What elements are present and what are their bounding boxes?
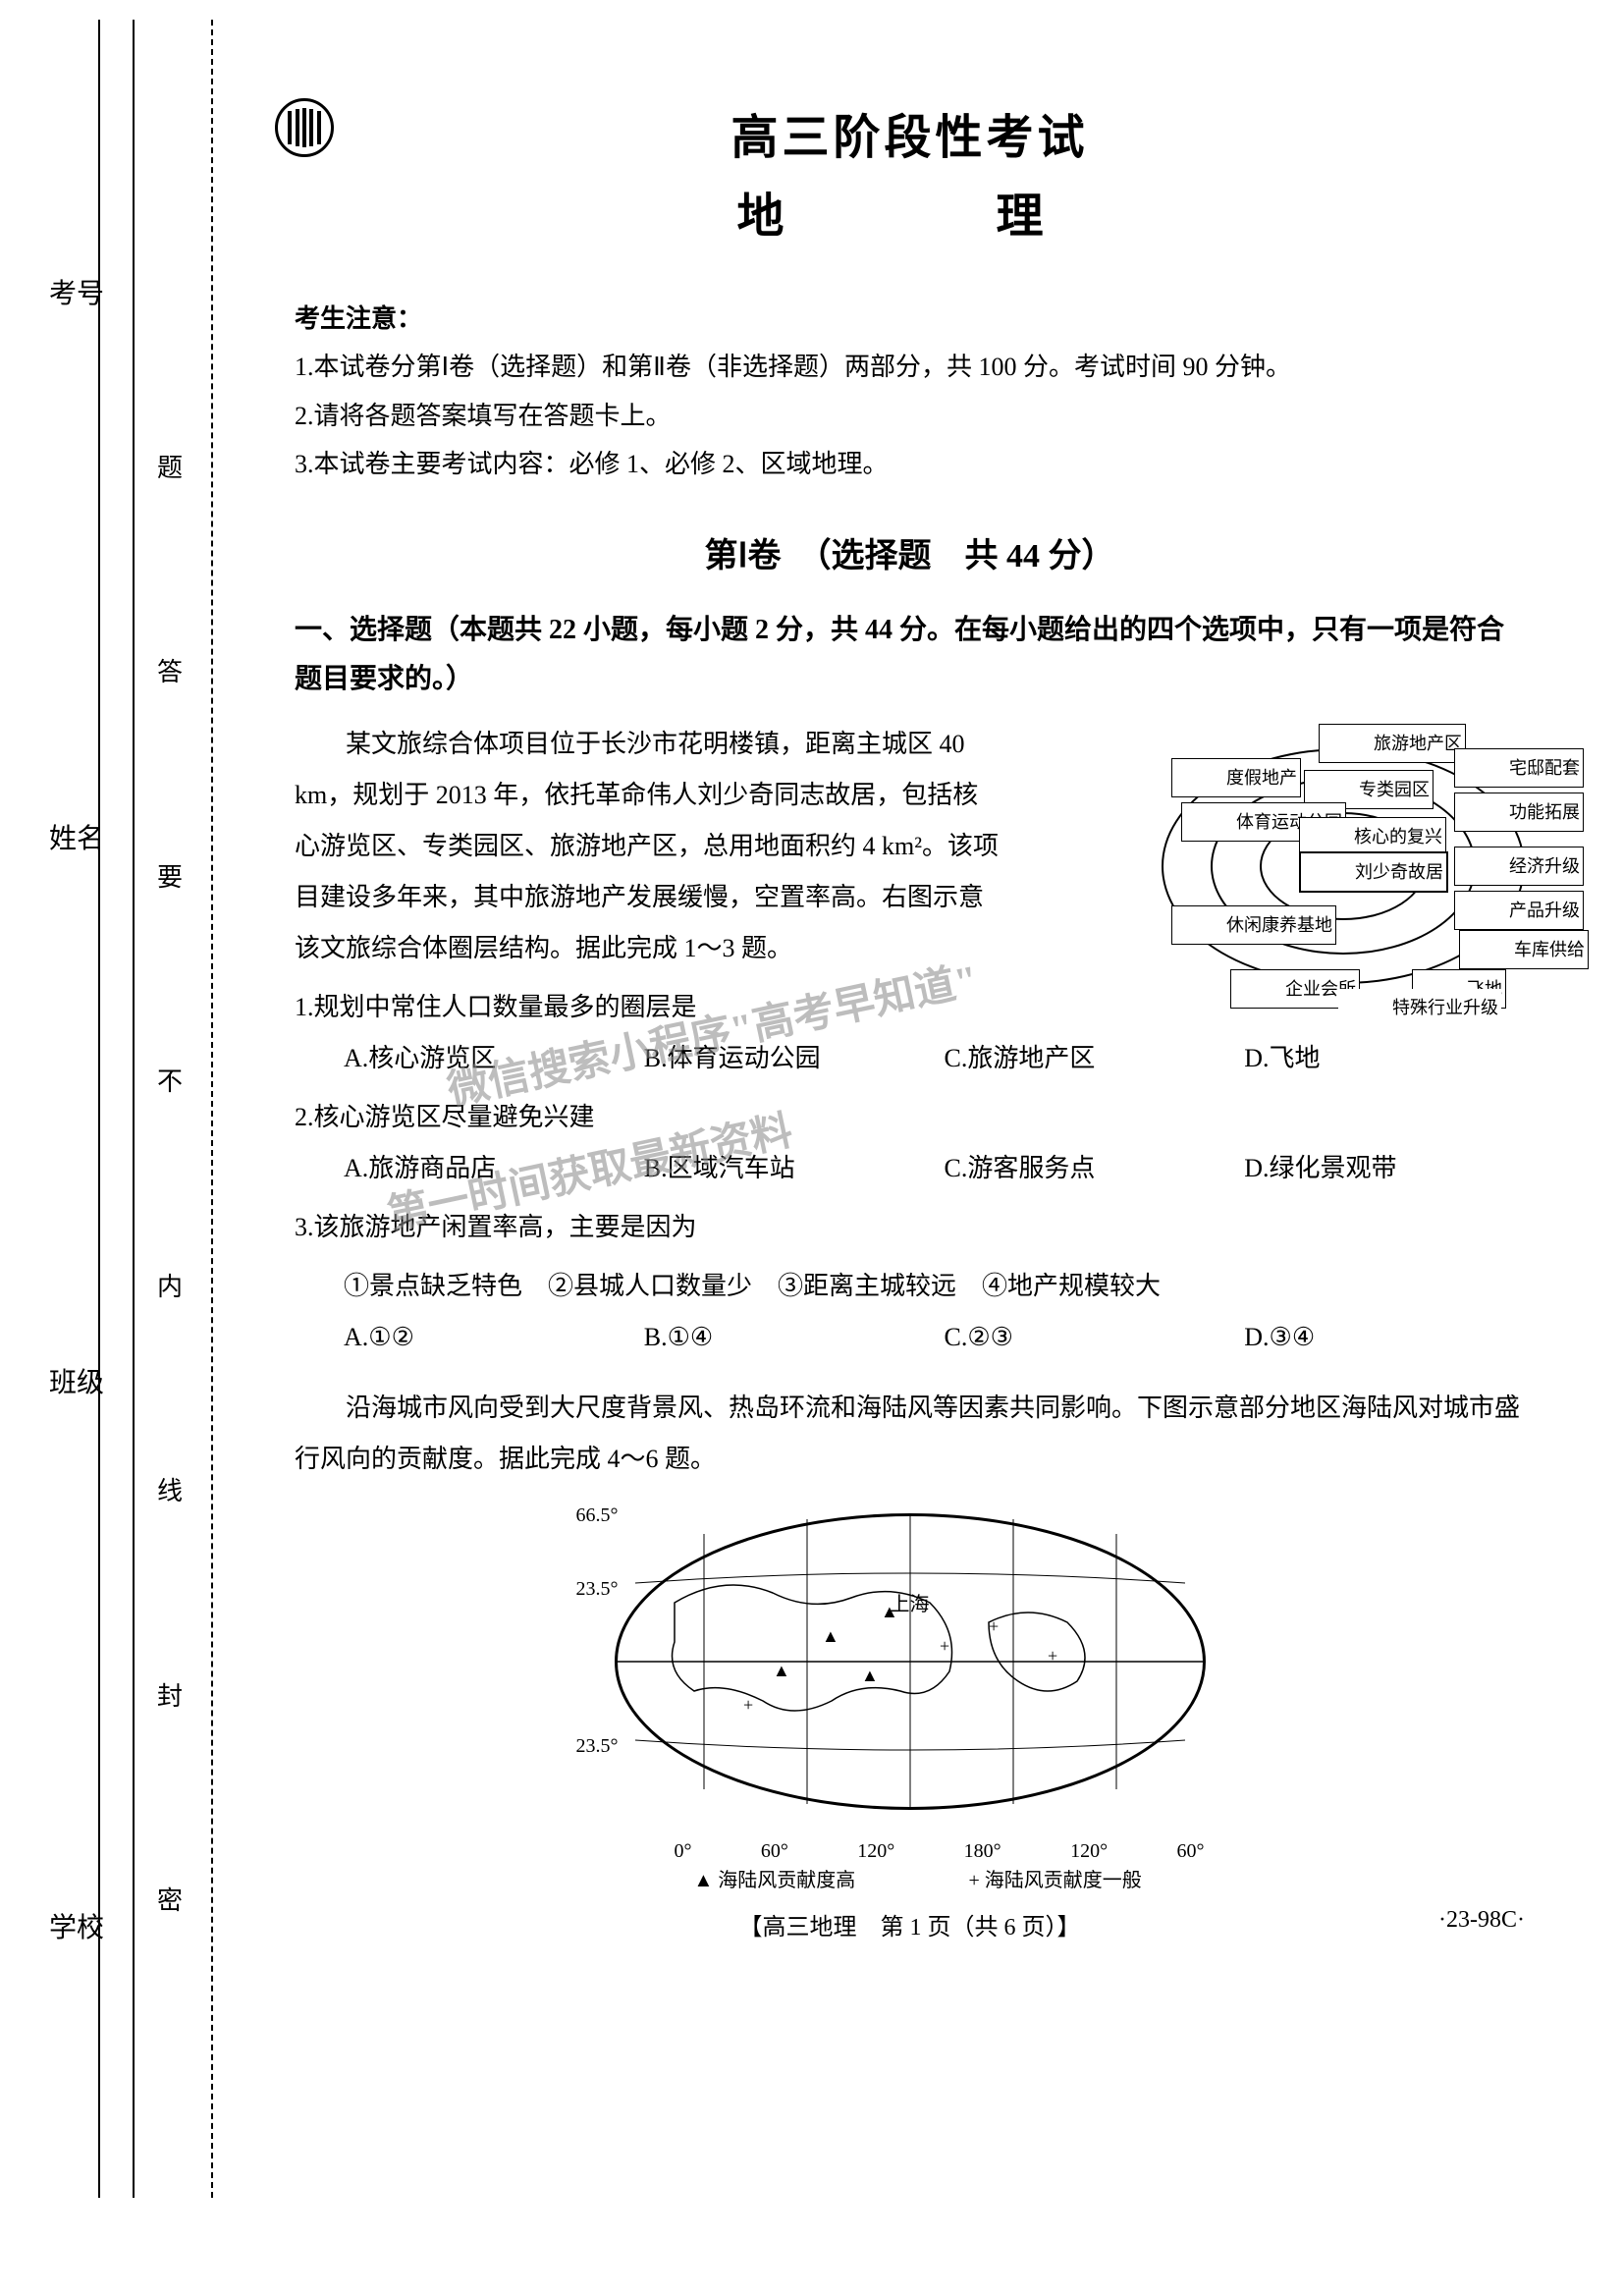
map-city-shanghai: 上海 [891, 1588, 930, 1616]
map-lat-23n: 23.5° [576, 1578, 619, 1601]
diagram-label-1: 旅游地产区 [1319, 724, 1466, 763]
q1-opt-d: D.飞地 [1244, 1033, 1525, 1084]
map-lon-5: 60° [1176, 1840, 1204, 1863]
q1-opt-a: A.核心游览区 [344, 1033, 624, 1084]
seal-char-2: 封 [157, 1652, 183, 1737]
diagram-label-7: 核心的复兴 [1299, 817, 1446, 856]
map-lon-labels: 0° 60° 120° 180° 120° 60° [675, 1840, 1205, 1863]
diagram-label-11: 产品升级 [1454, 891, 1584, 930]
svg-text:+: + [989, 1616, 999, 1636]
map-lat-66: 66.5° [576, 1504, 619, 1527]
q3-opt-d: D.③④ [1244, 1312, 1525, 1363]
svg-text:+: + [743, 1695, 753, 1715]
subject-title: 地 理 [295, 177, 1525, 246]
map-legend-high: ▲ 海陆风贡献度高 [694, 1864, 856, 1892]
passage-1-text: 某文旅综合体项目位于长沙市花明楼镇，距离主城区 40 km，规划于 2013 年… [295, 719, 1001, 974]
diagram-label-9: 经济升级 [1454, 847, 1584, 886]
diagram-label-2: 度假地产 [1171, 758, 1301, 797]
world-map-figure: ▲ ▲ ▲ ▲ + + + + 66.5° 23.5° 23.5° 上海 0° … [576, 1504, 1244, 1868]
notice-item-2: 2.请将各题答案填写在答题卡上。 [295, 392, 1525, 440]
q2-opt-c: C.游客服务点 [945, 1143, 1225, 1194]
seal-line-labels: 密 封 线 内 不 要 答 题 [157, 363, 183, 2001]
field-name: 姓名 [49, 797, 104, 876]
notice-item-3: 3.本试卷主要考试内容：必修 1、必修 2、区域地理。 [295, 440, 1525, 488]
notice-item-1: 1.本试卷分第Ⅰ卷（选择题）和第Ⅱ卷（非选择题）两部分，共 100 分。考试时间… [295, 343, 1525, 391]
svg-text:▲: ▲ [822, 1626, 839, 1646]
q2-opt-b: B.区域汽车站 [644, 1143, 925, 1194]
passage-1: 某文旅综合体项目位于长沙市花明楼镇，距离主城区 40 km，规划于 2013 年… [295, 719, 1525, 974]
publisher-logo [275, 98, 334, 157]
diagram-label-8: 刘少奇故居 [1299, 851, 1448, 893]
svg-text:+: + [940, 1636, 949, 1656]
seal-char-3: 线 [157, 1447, 183, 1532]
q2-opt-a: A.旅游商品店 [344, 1143, 624, 1194]
svg-text:▲: ▲ [773, 1661, 790, 1680]
q1-stem: 1.规划中常住人口数量最多的圈层是 [295, 982, 1525, 1033]
q3-sub: ①景点缺乏特色 ②县城人口数量少 ③距离主城较远 ④地产规模较大 [295, 1261, 1525, 1312]
seal-char-7: 答 [157, 628, 183, 713]
map-lon-2: 120° [857, 1840, 894, 1863]
map-svg: ▲ ▲ ▲ ▲ + + + + [576, 1504, 1244, 1868]
field-class: 班级 [49, 1341, 104, 1420]
binding-line-2 [133, 20, 135, 2198]
q3-opt-c: C.②③ [945, 1312, 1225, 1363]
q3-opt-a: A.①② [344, 1312, 624, 1363]
field-number: 考号 [49, 252, 104, 331]
notice-block: 考生注意： 1.本试卷分第Ⅰ卷（选择题）和第Ⅱ卷（非选择题）两部分，共 100 … [295, 295, 1525, 489]
map-legend-low: + 海陆风贡献度一般 [969, 1864, 1142, 1892]
seal-char-6: 要 [157, 833, 183, 918]
diagram-label-10: 休闲康养基地 [1171, 905, 1336, 945]
diagram-label-6: 功能拓展 [1454, 793, 1584, 832]
footer-pagination: 【高三地理 第 1 页（共 6 页）】 [739, 1915, 1081, 1941]
field-school: 学校 [49, 1886, 104, 1965]
page-footer: 【高三地理 第 1 页（共 6 页）】 ·23-98C· [295, 1907, 1525, 1941]
student-info-labels: 学校 班级 姓名 考号 [49, 20, 104, 2198]
map-lon-3: 180° [964, 1840, 1001, 1863]
svg-text:+: + [1048, 1646, 1057, 1666]
svg-text:▲: ▲ [861, 1666, 879, 1685]
map-lon-1: 60° [761, 1840, 788, 1863]
exam-title: 高三阶段性考试 [295, 98, 1525, 167]
map-lat-23s: 23.5° [576, 1735, 619, 1758]
title-block: 高三阶段性考试 地 理 [295, 98, 1525, 246]
map-lon-4: 120° [1070, 1840, 1108, 1863]
seal-char-8: 题 [157, 423, 183, 509]
q1-opt-c: C.旅游地产区 [945, 1033, 1225, 1084]
map-lon-0: 0° [675, 1840, 692, 1863]
q2-opt-d: D.绿化景观带 [1244, 1143, 1525, 1194]
notice-heading: 考生注意： [295, 295, 1525, 343]
passage-2-text: 沿海城市风向受到大尺度背景风、热岛环流和海陆风等因素共同影响。下图示意部分地区海… [295, 1383, 1525, 1485]
diagram-label-3: 宅邸配套 [1454, 748, 1584, 788]
seal-char-4: 内 [157, 1242, 183, 1328]
q1-opt-b: B.体育运动公园 [644, 1033, 925, 1084]
diagram-label-12: 车库供给 [1459, 930, 1589, 969]
q3-stem: 3.该旅游地产闲置率高，主要是因为 [295, 1202, 1525, 1253]
binding-dashed-line [211, 20, 213, 2198]
section-1-header: 一、选择题（本题共 22 小题，每小题 2 分，共 44 分。在每小题给出的四个… [295, 606, 1525, 705]
seal-char-5: 不 [157, 1037, 183, 1122]
q3-opt-b: B.①④ [644, 1312, 925, 1363]
binding-margin: 学校 班级 姓名 考号 密 封 线 内 不 要 答 题 [98, 20, 236, 2198]
page-content: 高三阶段性考试 地 理 考生注意： 1.本试卷分第Ⅰ卷（选择题）和第Ⅱ卷（非选择… [295, 98, 1525, 1941]
q2-options: A.旅游商品店 B.区域汽车站 C.游客服务点 D.绿化景观带 [295, 1143, 1525, 1194]
q2-stem: 2.核心游览区尽量避免兴建 [295, 1092, 1525, 1143]
q1-options: A.核心游览区 B.体育运动公园 C.旅游地产区 D.飞地 [295, 1033, 1525, 1084]
q3-options: A.①② B.①④ C.②③ D.③④ [295, 1312, 1525, 1363]
seal-char-1: 密 [157, 1856, 183, 1941]
footer-code: ·23-98C· [1438, 1907, 1525, 1934]
section-1-title: 第Ⅰ卷 （选择题 共 44 分） [295, 528, 1525, 576]
circle-diagram: 旅游地产区 度假地产 宅邸配套 专类园区 体育运动公园 功能拓展 核心的复兴 刘… [1152, 719, 1544, 994]
